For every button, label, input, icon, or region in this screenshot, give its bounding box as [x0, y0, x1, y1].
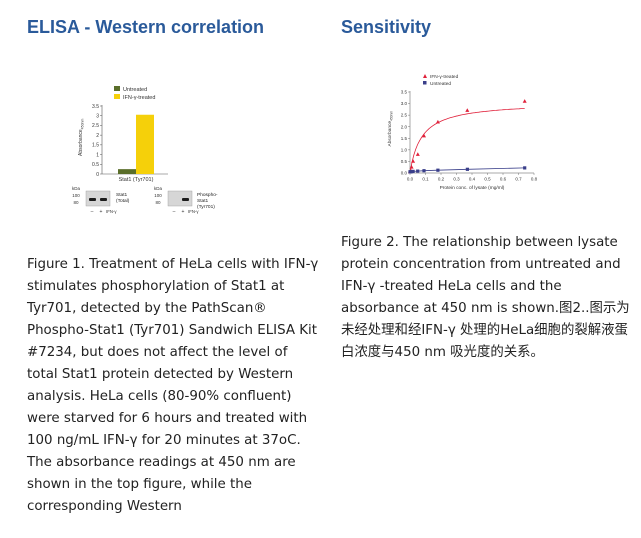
y-tick-label: 1.0 — [401, 147, 408, 152]
data-point — [523, 166, 527, 170]
y-tick-label: 2.0 — [401, 124, 408, 129]
y-tick-label: 3.0 — [401, 101, 408, 106]
y-tick-label: 2 — [96, 133, 99, 139]
data-point — [436, 168, 440, 172]
treatment-label: IFN-γ — [106, 209, 117, 214]
y-tick-label: 0.5 — [401, 159, 408, 164]
elisa-bar-figure: Untreated IFN-γ-treated 0 0.5 1 1.5 2 2.5 3 3.5 A… — [72, 86, 218, 215]
scatter-axes: 0.0 0.5 1.0 1.5 2.0 2.5 3.0 3.5 0.0 0.1 0.2 0.3 0.4 0… — [387, 90, 538, 191]
data-point — [415, 152, 420, 156]
x-tick-label: 0.6 — [500, 177, 507, 182]
legend-label: Untreated — [123, 87, 147, 93]
x-tick-label: 0.8 — [531, 177, 538, 182]
legend-swatch — [114, 86, 120, 91]
y-tick-label: 1.5 — [401, 136, 408, 141]
band-label: (Total) — [116, 198, 130, 204]
data-point — [409, 165, 414, 169]
blot-membrane — [85, 190, 111, 207]
sensitivity-title: Sensitivity — [341, 17, 432, 37]
bar-legend: Untreated IFN-γ-treated — [114, 86, 155, 101]
x-tick-label: 0.7 — [515, 177, 522, 182]
y-tick-label: 3 — [96, 114, 99, 120]
y-tick-label: 2.5 — [92, 123, 99, 129]
y-tick-label: 3.5 — [92, 104, 99, 110]
marker-label: kDa — [72, 186, 80, 191]
bar — [136, 114, 154, 174]
bar-y-axis: 0 0.5 1 1.5 2 2.5 3 3.5 Absorbance450nm — [78, 104, 168, 178]
data-point — [522, 99, 527, 103]
marker-label: 100 — [154, 193, 162, 198]
lane-sign: + — [100, 209, 103, 215]
blot-band — [100, 198, 107, 201]
band-label: Stat1 — [197, 198, 209, 204]
marker-label: 80 — [73, 200, 79, 205]
treatment-label: IFN-γ — [188, 209, 199, 214]
x-tick-label: 0.0 — [407, 177, 414, 182]
legend-marker — [423, 74, 427, 78]
data-point — [465, 108, 470, 112]
data-point — [422, 169, 426, 173]
marker-label: 100 — [72, 193, 80, 198]
data-point — [465, 167, 469, 171]
y-tick-label: 1.5 — [92, 143, 99, 149]
bar-marks: Stat1 (Tyr701) — [118, 114, 154, 183]
legend-label: IFN-γ-treated — [430, 74, 459, 80]
legend-label: IFN-γ-treated — [123, 95, 155, 101]
x-tick-label: 0.3 — [453, 177, 460, 182]
data-point — [422, 133, 426, 138]
y-tick-label: 2.5 — [401, 113, 408, 118]
x-tick-label: 0.1 — [422, 177, 429, 182]
bar — [118, 169, 136, 174]
legend-swatch — [114, 94, 120, 99]
elisa-western-title: ELISA - Western correlation — [27, 17, 265, 37]
data-point — [411, 169, 415, 173]
series-line — [409, 108, 525, 173]
scatter-marks — [408, 99, 527, 174]
y-tick-label: 0.0 — [401, 171, 408, 176]
figure-2-caption: Figure 2. The relationship between lysat… — [341, 235, 630, 360]
x-axis-label: Protein conc. of lysate (mg/ml) — [440, 185, 505, 191]
x-tick-label: 0.4 — [469, 177, 476, 182]
x-tick-label: 0.2 — [438, 177, 445, 182]
blot-membrane — [167, 190, 193, 207]
y-tick-label: 0 — [96, 172, 99, 178]
data-point — [435, 119, 440, 124]
lane-sign: + — [182, 209, 185, 215]
marker-label: 80 — [155, 200, 161, 205]
legend-marker — [423, 81, 427, 85]
band-label: Phospho- — [197, 192, 218, 198]
lane-sign: – — [173, 209, 176, 215]
blot-band — [89, 198, 96, 201]
marker-label: kDa — [154, 186, 162, 191]
x-tick-label: 0.5 — [484, 177, 491, 182]
y-axis-label: Absorbance450nm — [78, 119, 85, 156]
figure-1-caption: Figure 1. Treatment of HeLa cells with I… — [27, 257, 319, 514]
lane-sign: – — [91, 209, 94, 215]
data-point — [416, 169, 420, 173]
legend-label: Untreated — [430, 81, 451, 87]
y-tick-label: 0.5 — [92, 162, 99, 168]
y-tick-label: 1 — [96, 152, 99, 158]
data-point — [411, 159, 416, 163]
band-label: (Tyr701) — [197, 204, 215, 210]
x-category-label: Stat1 (Tyr701) — [119, 177, 154, 183]
band-label: Stat1 — [116, 192, 128, 198]
y-axis-label: Absorbance450nm — [387, 111, 393, 147]
y-tick-label: 3.5 — [401, 90, 408, 95]
blot-band — [182, 198, 189, 201]
